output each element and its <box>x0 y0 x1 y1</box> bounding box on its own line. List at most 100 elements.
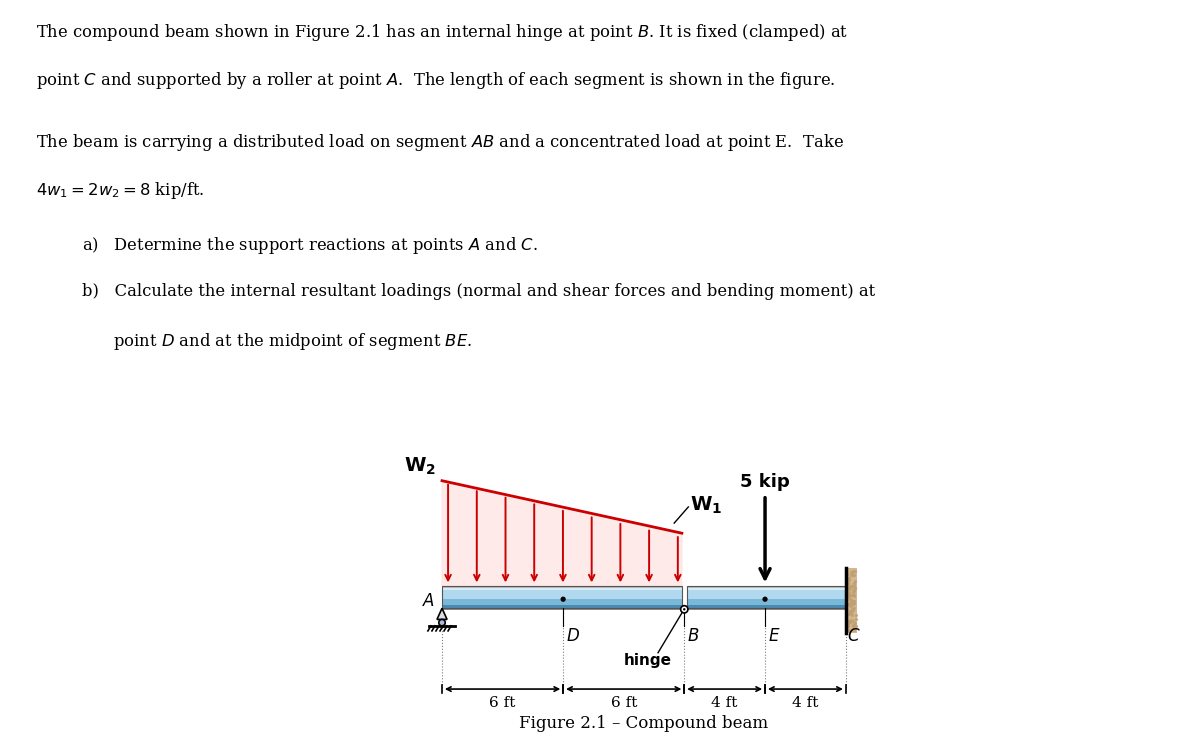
Text: point $\it{C}$ and supported by a roller at point $\it{A}$.  The length of each : point $\it{C}$ and supported by a roller… <box>36 70 835 91</box>
Point <box>844 604 863 616</box>
Bar <box>686 588 846 589</box>
Text: 6 ft: 6 ft <box>490 696 516 710</box>
Bar <box>686 586 846 588</box>
Point <box>840 616 859 628</box>
Text: b)   Calculate the internal resultant loadings (normal and shear forces and bend: b) Calculate the internal resultant load… <box>82 283 875 300</box>
Circle shape <box>439 619 445 626</box>
Point <box>844 620 863 632</box>
Point <box>841 598 860 610</box>
Point <box>841 580 860 592</box>
Point <box>839 578 858 590</box>
Point <box>841 605 860 617</box>
Point <box>838 624 857 636</box>
Point <box>845 585 864 597</box>
Point <box>841 594 860 606</box>
Point <box>845 577 864 589</box>
Point <box>839 619 858 631</box>
Bar <box>686 586 846 608</box>
Point <box>844 584 863 596</box>
Point <box>838 598 857 610</box>
Circle shape <box>560 597 565 602</box>
Bar <box>442 586 682 588</box>
Bar <box>442 605 682 608</box>
Point <box>842 565 862 577</box>
Point <box>845 565 864 577</box>
Point <box>839 580 858 592</box>
Point <box>844 590 863 602</box>
Point <box>839 577 858 589</box>
Point <box>839 598 858 610</box>
Text: 5 kip: 5 kip <box>740 473 790 491</box>
Point <box>838 568 857 580</box>
Point <box>846 620 865 632</box>
Point <box>839 586 858 598</box>
Point <box>845 601 864 613</box>
Point <box>839 616 858 627</box>
Point <box>839 591 858 603</box>
Point <box>844 597 863 609</box>
Point <box>840 608 859 620</box>
Bar <box>442 589 682 599</box>
Text: The beam is carrying a distributed load on segment $\it{AB}$ and a concentrated : The beam is carrying a distributed load … <box>36 131 844 153</box>
Point <box>839 620 858 632</box>
Text: point $\it{D}$ and at the midpoint of segment $\it{BE}$.: point $\it{D}$ and at the midpoint of se… <box>82 331 472 352</box>
Point <box>841 615 860 627</box>
Point <box>841 607 860 619</box>
Point <box>844 580 863 592</box>
Bar <box>442 586 682 608</box>
Point <box>839 574 858 586</box>
Text: $\mathbf{W_2}$: $\mathbf{W_2}$ <box>404 456 436 477</box>
Point <box>845 624 864 636</box>
Text: 6 ft: 6 ft <box>611 696 637 710</box>
Point <box>844 589 863 601</box>
Bar <box>686 589 846 599</box>
Point <box>842 605 862 617</box>
Point <box>842 609 862 621</box>
Point <box>842 595 862 607</box>
Point <box>840 616 859 628</box>
Bar <box>686 608 846 610</box>
Point <box>842 596 862 608</box>
Point <box>839 615 858 627</box>
Point <box>840 600 859 612</box>
Point <box>840 607 859 619</box>
Point <box>844 569 863 581</box>
Point <box>845 577 864 589</box>
Text: 4 ft: 4 ft <box>792 696 818 710</box>
Point <box>844 619 863 631</box>
Text: $B$: $B$ <box>688 628 700 645</box>
Circle shape <box>680 606 688 613</box>
Text: $C$: $C$ <box>847 628 860 645</box>
Point <box>841 595 860 607</box>
Point <box>845 574 864 586</box>
Text: a)   Determine the support reactions at points $\it{A}$ and $\it{C}$.: a) Determine the support reactions at po… <box>82 235 538 256</box>
Point <box>838 609 857 621</box>
Bar <box>846 568 857 633</box>
Point <box>845 584 864 596</box>
Polygon shape <box>437 608 448 619</box>
Point <box>844 598 863 610</box>
Circle shape <box>762 597 768 602</box>
Point <box>841 600 860 612</box>
Point <box>840 589 859 601</box>
Point <box>845 617 864 629</box>
Point <box>842 567 862 579</box>
Point <box>839 572 858 584</box>
Bar <box>684 608 688 611</box>
Point <box>845 597 864 609</box>
Text: $\mathbf{W_1}$: $\mathbf{W_1}$ <box>690 495 722 515</box>
Point <box>841 589 860 601</box>
Point <box>841 565 860 577</box>
Text: $A$: $A$ <box>422 592 434 610</box>
Point <box>844 586 863 598</box>
Point <box>844 568 863 580</box>
Text: 4 ft: 4 ft <box>712 696 738 710</box>
Point <box>842 603 862 615</box>
Point <box>845 619 864 630</box>
Point <box>840 593 859 605</box>
Point <box>838 620 857 632</box>
Text: $E$: $E$ <box>768 628 780 645</box>
Bar <box>442 599 682 605</box>
Circle shape <box>683 608 685 610</box>
Text: hinge: hinge <box>624 653 672 668</box>
